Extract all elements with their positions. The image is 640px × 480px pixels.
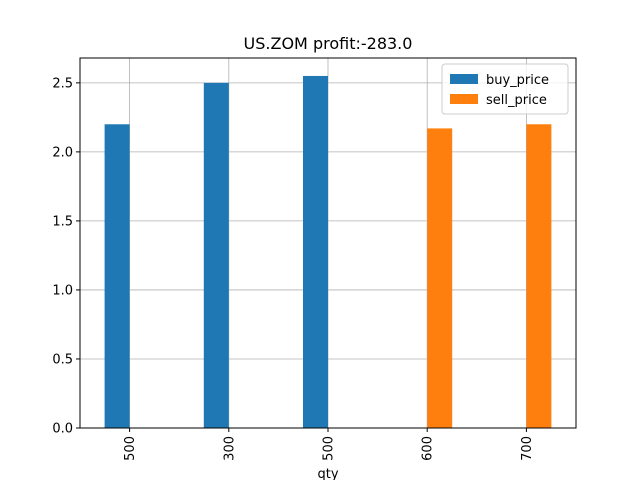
chart-title: US.ZOM profit:-283.0 [244, 34, 413, 53]
y-tick-label: 2.0 [52, 145, 73, 160]
y-tick-label: 1.5 [52, 214, 73, 229]
bar-buy-price [203, 82, 229, 429]
x-tick-label: 500 [123, 436, 138, 461]
bars [104, 75, 552, 429]
legend-swatch [450, 94, 478, 104]
legend: buy_price sell_price [441, 63, 569, 115]
bar-buy-price [303, 75, 328, 429]
y-tick-label: 0.0 [52, 422, 73, 437]
y-tick-label: 1.0 [52, 283, 73, 298]
x-tick-label: 500 [322, 436, 337, 461]
bar-buy-price [104, 124, 130, 429]
y-tick-label: 2.5 [52, 76, 73, 91]
y-axis: 0.0 0.5 1.0 1.5 2.0 2.5 [52, 76, 80, 437]
bar-sell-price [427, 128, 453, 428]
x-tick-label: 300 [222, 436, 237, 461]
legend-swatch [450, 74, 478, 84]
legend-label: buy_price [486, 73, 549, 88]
x-tick-label: 700 [520, 436, 535, 461]
bar-sell-price [526, 124, 552, 429]
legend-label: sell_price [486, 93, 547, 108]
x-axis: 500 300 500 600 700 [123, 428, 535, 461]
x-axis-label: qty [317, 467, 338, 480]
x-tick-label: 600 [421, 436, 436, 461]
y-tick-label: 0.5 [52, 352, 73, 367]
